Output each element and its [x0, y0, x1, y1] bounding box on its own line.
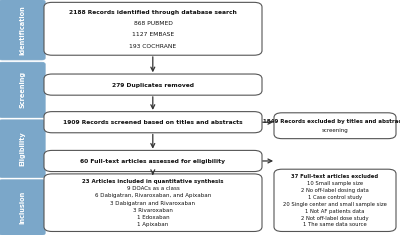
Text: 37 Full-text articles excluded: 37 Full-text articles excluded: [292, 174, 378, 179]
Text: 1 Case control study: 1 Case control study: [308, 195, 362, 200]
Text: 2 Not off-label dose study: 2 Not off-label dose study: [301, 215, 369, 221]
Text: 1849 Records excluded by titles and abstracts: 1849 Records excluded by titles and abst…: [263, 119, 400, 124]
FancyBboxPatch shape: [274, 169, 396, 231]
Text: 1127 EMBASE: 1127 EMBASE: [132, 32, 174, 38]
FancyBboxPatch shape: [274, 113, 396, 139]
Text: Eligibility: Eligibility: [19, 131, 25, 166]
FancyBboxPatch shape: [44, 2, 262, 55]
Text: Identification: Identification: [19, 5, 25, 55]
Text: 23 Articles included in quantitative synthesis: 23 Articles included in quantitative syn…: [82, 179, 224, 184]
FancyBboxPatch shape: [44, 74, 262, 95]
Text: 279 Duplicates removed: 279 Duplicates removed: [112, 82, 194, 88]
Text: 2188 Records identified through database search: 2188 Records identified through database…: [69, 10, 237, 15]
Text: 3 Dabigatran and Rivaroxaban: 3 Dabigatran and Rivaroxaban: [110, 201, 196, 206]
Text: 1 Not AF patients data: 1 Not AF patients data: [305, 209, 365, 214]
Text: 1 The same data source: 1 The same data source: [303, 223, 367, 227]
Text: 2 No off-label dosing data: 2 No off-label dosing data: [301, 188, 369, 193]
Text: screening: screening: [322, 128, 348, 133]
Text: 10 Small sample size: 10 Small sample size: [307, 181, 363, 186]
FancyBboxPatch shape: [44, 174, 262, 231]
Text: 9 DOACs as a class: 9 DOACs as a class: [127, 186, 179, 191]
Text: 20 Single center and small sample size: 20 Single center and small sample size: [283, 202, 387, 207]
Text: 6 Dabigatran, Rivaroxaban, and Apixaban: 6 Dabigatran, Rivaroxaban, and Apixaban: [95, 193, 211, 198]
FancyBboxPatch shape: [0, 0, 45, 60]
Text: 3 Rivaroxaban: 3 Rivaroxaban: [133, 208, 173, 213]
Text: 1909 Records screened based on titles and abstracts: 1909 Records screened based on titles an…: [63, 120, 243, 125]
Text: 1 Apixaban: 1 Apixaban: [137, 222, 169, 227]
Text: Inclusion: Inclusion: [19, 191, 25, 224]
Text: 193 COCHRANE: 193 COCHRANE: [130, 44, 176, 49]
FancyBboxPatch shape: [0, 180, 45, 235]
FancyBboxPatch shape: [44, 150, 262, 172]
Text: 1 Edoxaban: 1 Edoxaban: [137, 215, 169, 220]
FancyBboxPatch shape: [0, 62, 45, 118]
FancyBboxPatch shape: [0, 120, 45, 177]
FancyBboxPatch shape: [44, 112, 262, 133]
Text: 868 PUBMED: 868 PUBMED: [134, 21, 172, 26]
Text: Screening: Screening: [19, 71, 25, 108]
Text: 60 Full-text articles assessed for eligibility: 60 Full-text articles assessed for eligi…: [80, 159, 226, 164]
